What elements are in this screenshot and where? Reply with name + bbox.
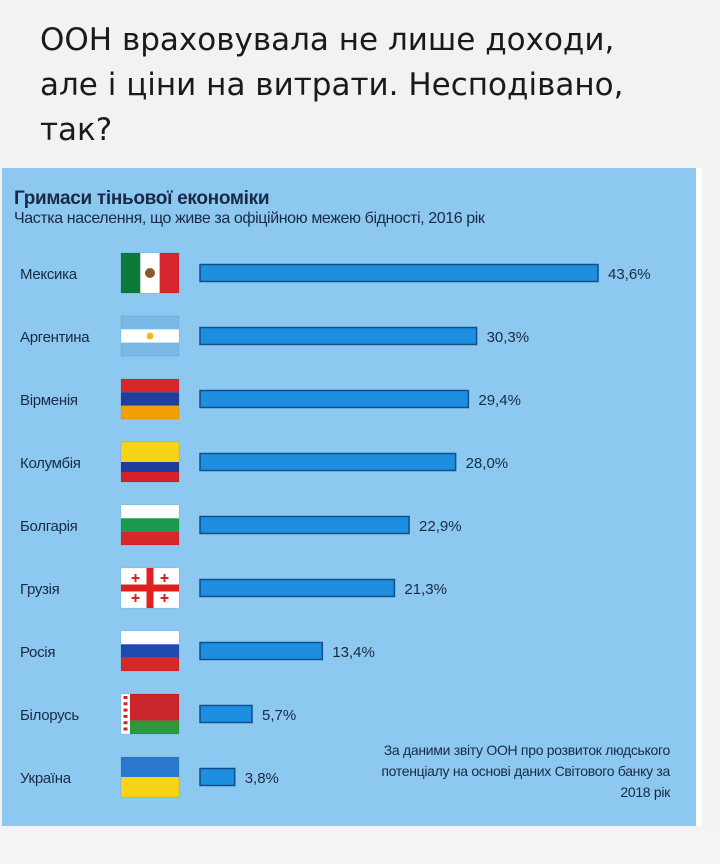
category-label: Аргентина — [20, 329, 90, 346]
flag-emblem — [145, 268, 155, 278]
flag-ornament — [123, 721, 128, 725]
chart-row: Болгарія 22,9% — [20, 504, 462, 546]
chart-row: Україна 3,8% — [20, 756, 279, 798]
flag-border — [120, 567, 180, 609]
russia-flag-icon — [120, 630, 180, 672]
flag-ornament — [123, 702, 128, 706]
mexico-flag-icon — [120, 252, 180, 294]
chart-row: Росія 13,4% — [20, 630, 375, 672]
category-label: Вірменія — [20, 392, 78, 409]
flag-small-cross — [131, 577, 140, 579]
flag-stripe — [121, 631, 179, 645]
flag-border — [120, 441, 180, 483]
value-label: 3,8% — [245, 770, 279, 787]
flag-cross — [121, 584, 179, 592]
chart-subtitle: Частка населення, що живе за офіційною м… — [14, 210, 485, 227]
flag-stripe — [121, 253, 141, 293]
source-note: За даними звіту ООН про розвиток людсько… — [381, 742, 670, 800]
flag-border — [120, 756, 180, 798]
bar — [199, 326, 478, 346]
bar — [199, 452, 457, 472]
value-label: 13,4% — [332, 644, 375, 661]
colombia-flag-icon — [120, 441, 180, 483]
chart-title: Гримаси тіньової економіки — [14, 188, 270, 209]
flag-ornament — [123, 727, 128, 731]
chart-row: Вірменія 29,4% — [20, 378, 521, 420]
flag-border — [120, 378, 180, 420]
post-text: ООН враховувала не лише доходи, але і ці… — [40, 22, 624, 148]
flag-stripe — [121, 316, 179, 330]
chart-row: Білорусь 5,7% — [20, 693, 296, 735]
bar — [199, 263, 599, 283]
flag-border — [120, 252, 180, 294]
infographic-image: Гримаси тіньової економіки Частка населе… — [2, 168, 702, 826]
bar — [199, 578, 396, 598]
flag-stripe — [159, 253, 179, 293]
flag-small-cross — [160, 597, 169, 599]
bar — [199, 641, 324, 661]
chart-row: Грузія 21,3% — [20, 567, 447, 609]
flag-stripe — [121, 505, 179, 519]
flag-stripe — [121, 777, 179, 797]
flag-ornament — [123, 714, 128, 718]
flag-stripe — [121, 462, 179, 472]
value-label: 5,7% — [262, 707, 296, 724]
bar — [199, 767, 236, 787]
flag-stripe — [121, 757, 179, 777]
category-label: Колумбія — [20, 455, 81, 472]
flag-border — [120, 504, 180, 546]
category-label: Грузія — [20, 581, 60, 598]
flag-small-cross — [160, 577, 169, 579]
chart-row: Мексика 43,6% — [20, 252, 651, 294]
flag-stripe — [121, 342, 179, 356]
value-label: 30,3% — [487, 329, 530, 346]
ukraine-flag-icon — [120, 756, 180, 798]
chart-row: Аргентина 30,3% — [20, 315, 530, 357]
flag-ornament — [123, 708, 128, 712]
flag-ornament-band — [121, 694, 130, 734]
flag-stripe — [121, 720, 179, 734]
flag-stripe — [121, 379, 179, 393]
bar — [199, 389, 470, 409]
bar — [199, 515, 410, 535]
value-label: 43,6% — [608, 266, 651, 283]
category-label: Білорусь — [20, 707, 79, 724]
flag-ornament — [123, 696, 128, 699]
flag-stripe — [121, 472, 179, 482]
flag-stripe — [121, 531, 179, 545]
flag-stripe — [121, 392, 179, 406]
category-label: Мексика — [20, 266, 78, 283]
value-label: 22,9% — [419, 518, 462, 535]
bar-chart: Мексика 43,6% Аргентина 30,3% Вірменія 29,4% К… — [20, 252, 651, 798]
argentina-flag-icon — [120, 315, 180, 357]
flag-stripe — [121, 644, 179, 658]
post-footer — [0, 826, 720, 864]
flag-stripe — [121, 405, 179, 419]
georgia-flag-icon — [120, 567, 180, 609]
flag-stripe — [121, 657, 179, 671]
value-label: 21,3% — [404, 581, 447, 598]
flag-stripe — [121, 518, 179, 532]
flag-small-cross — [131, 597, 140, 599]
armenia-flag-icon — [120, 378, 180, 420]
chart-row: Колумбія 28,0% — [20, 441, 509, 483]
flag-stripe — [121, 442, 179, 462]
bar — [199, 704, 253, 724]
flag-stripe — [121, 694, 179, 721]
category-label: Болгарія — [20, 518, 78, 535]
value-label: 29,4% — [478, 392, 521, 409]
flag-sun — [146, 332, 154, 340]
flag-border — [120, 693, 180, 735]
category-label: Україна — [20, 770, 72, 787]
value-label: 28,0% — [466, 455, 509, 472]
bulgaria-flag-icon — [120, 504, 180, 546]
category-label: Росія — [20, 644, 55, 661]
flag-border — [120, 630, 180, 672]
belarus-flag-icon — [120, 693, 180, 735]
flag-border — [120, 315, 180, 357]
